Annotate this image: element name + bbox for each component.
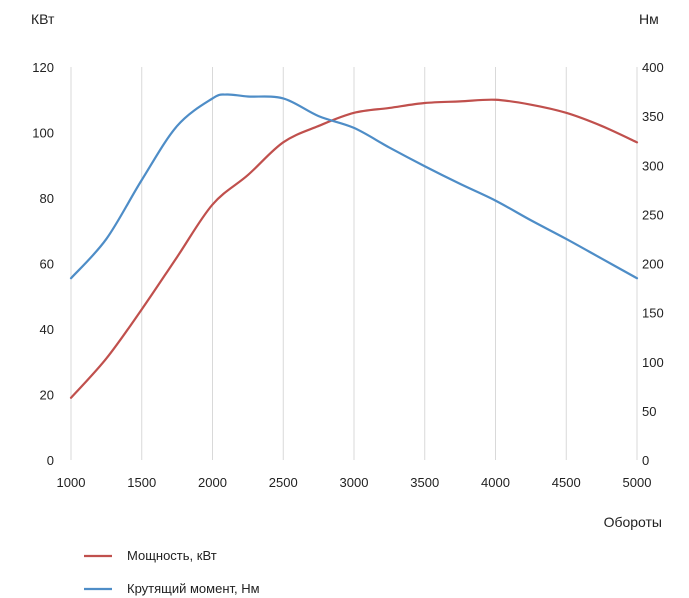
right-tick-label: 100 [642, 355, 664, 370]
right-axis-ticks: 0 50 100 150 200 250 300 350 400 [642, 60, 664, 468]
x-tick-label: 2000 [198, 475, 227, 490]
series-layer [69, 93, 639, 399]
left-tick-label: 80 [40, 191, 54, 206]
x-tick-label: 3500 [410, 475, 439, 490]
left-tick-label: 20 [40, 388, 54, 403]
left-tick-label: 100 [32, 126, 54, 141]
x-axis-ticks: 1000 1500 2000 2500 3000 3500 4000 4500 5000 [57, 475, 652, 490]
left-tick-label: 120 [32, 60, 54, 75]
legend-label-torque: Крутящий момент, Нм [127, 581, 260, 596]
x-tick-label: 2500 [269, 475, 298, 490]
right-tick-label: 200 [642, 257, 664, 272]
right-tick-label: 0 [642, 453, 649, 468]
x-tick-label: 4500 [552, 475, 581, 490]
x-tick-label: 1000 [57, 475, 86, 490]
left-tick-label: 0 [47, 453, 54, 468]
legend-label-power: Мощность, кВт [127, 548, 217, 563]
left-axis-unit-label: КВт [31, 11, 55, 27]
right-tick-label: 250 [642, 207, 664, 222]
right-tick-label: 400 [642, 60, 664, 75]
left-axis-ticks: 0 20 40 60 80 100 120 [32, 60, 54, 468]
torque-series-line [69, 93, 639, 280]
right-axis-unit-label: Нм [639, 11, 659, 27]
x-tick-label: 5000 [623, 475, 652, 490]
x-tick-label: 4000 [481, 475, 510, 490]
x-axis-title: Обороты [604, 514, 662, 530]
right-tick-label: 300 [642, 158, 664, 173]
power-series-line [69, 98, 639, 399]
x-tick-label: 1500 [127, 475, 156, 490]
left-tick-label: 60 [40, 257, 54, 272]
legend: Мощность, кВт Крутящий момент, Нм [84, 548, 260, 596]
x-tick-label: 3000 [340, 475, 369, 490]
right-tick-label: 350 [642, 109, 664, 124]
grid-lines [70, 67, 638, 460]
right-tick-label: 50 [642, 404, 656, 419]
right-tick-label: 150 [642, 306, 664, 321]
left-tick-label: 40 [40, 322, 54, 337]
